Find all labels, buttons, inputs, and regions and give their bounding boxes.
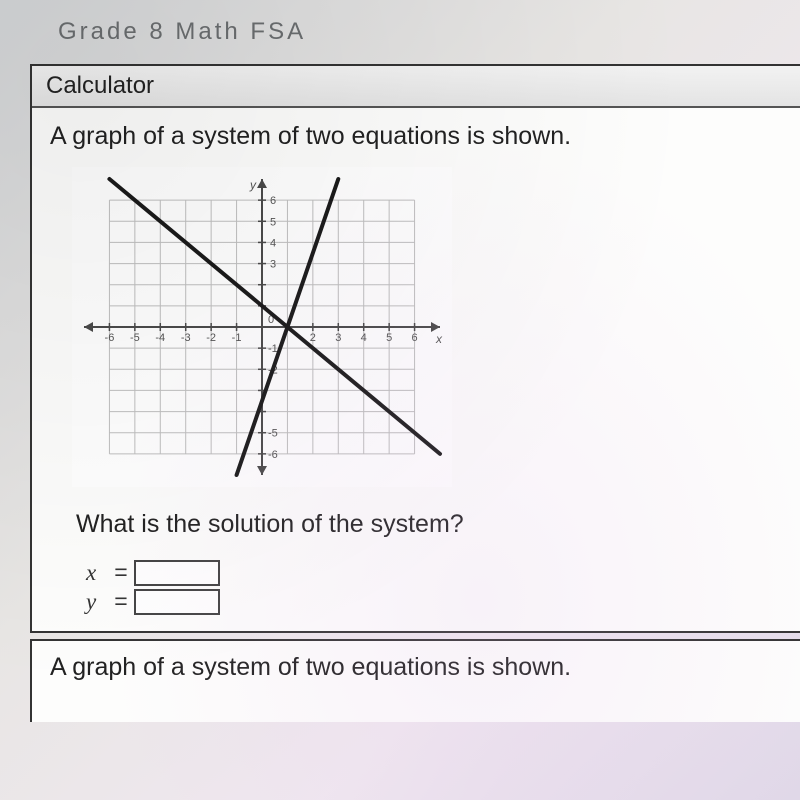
question-prompt: A graph of a system of two equations is … [32,108,800,157]
next-question-container: A graph of a system of two equations is … [30,639,800,722]
svg-text:-1: -1 [232,332,242,344]
graph-area: -6-5-4-3-2-1234566543-1-2-5-60xy [32,157,800,492]
svg-text:4: 4 [361,332,367,344]
svg-text:6: 6 [270,195,276,207]
svg-text:-2: -2 [206,332,216,344]
svg-text:5: 5 [386,332,392,344]
system-graph: -6-5-4-3-2-1234566543-1-2-5-60xy [72,167,452,487]
svg-text:3: 3 [335,332,341,344]
equals-sign: = [108,588,134,615]
svg-text:x: x [435,332,443,346]
svg-text:-5: -5 [130,332,140,344]
svg-text:-5: -5 [268,428,278,440]
svg-text:5: 5 [270,216,276,228]
y-answer-input[interactable] [134,589,220,615]
answer-inputs: x = y = [32,549,800,631]
svg-text:2: 2 [310,332,316,344]
svg-text:-6: -6 [268,449,278,461]
question-followup: What is the solution of the system? [32,492,800,549]
x-answer-input[interactable] [134,560,220,586]
svg-text:-6: -6 [105,332,115,344]
y-label: y [86,589,108,615]
svg-text:6: 6 [412,332,418,344]
svg-text:3: 3 [270,259,276,271]
x-label: x [86,560,108,586]
svg-text:-3: -3 [181,332,191,344]
equals-sign: = [108,559,134,586]
calculator-bar[interactable]: Calculator [32,66,800,108]
next-question-prompt: A graph of a system of two equations is … [50,653,571,681]
svg-text:y: y [249,178,257,192]
svg-text:4: 4 [270,237,276,249]
question-container: Calculator A graph of a system of two eq… [30,64,800,633]
page-title: Grade 8 Math FSA [0,0,800,64]
svg-text:-4: -4 [155,332,165,344]
